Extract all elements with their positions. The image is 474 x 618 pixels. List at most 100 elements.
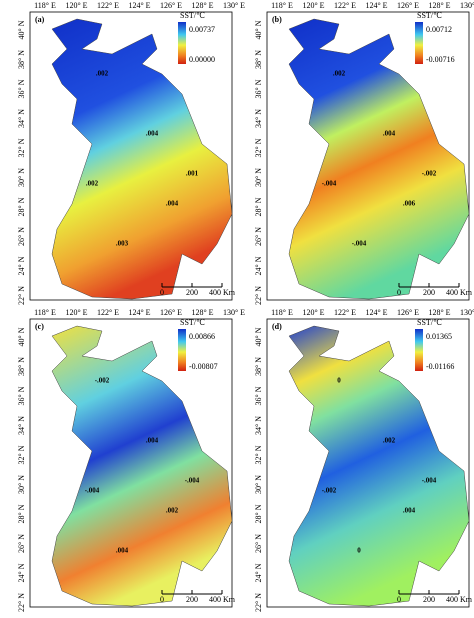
contour-label: .004	[403, 507, 416, 515]
legend-max: 0.00712	[426, 25, 452, 34]
contour-label: -.004	[85, 487, 100, 495]
lat-tick-label: 22° N	[254, 593, 263, 612]
lon-tick-label: 118° E	[34, 1, 56, 10]
lat-tick-label: 32° N	[17, 445, 26, 464]
colorbar	[415, 22, 423, 64]
map-panel: -.002 .004 -.004 .002 .004 -.004 118° E 120° E 1…	[17, 308, 245, 612]
map-area: .002 .004 .002 .004 .003 .001	[51, 18, 233, 300]
legend-max: 0.01365	[426, 332, 452, 341]
legend-title: SST/℃	[180, 11, 205, 20]
lon-tick-label: 118° E	[271, 1, 293, 10]
lon-tick-label: 128° E	[428, 1, 450, 10]
contour-label: .002	[86, 180, 99, 188]
contour-label: .004	[383, 130, 396, 138]
lat-tick-label: 26° N	[254, 534, 263, 553]
lon-tick-label: 120° E	[302, 308, 324, 317]
colorbar	[178, 329, 186, 371]
lat-tick-label: 34° N	[17, 109, 26, 128]
lat-tick-label: 34° N	[254, 416, 263, 435]
lat-tick-label: 38° N	[17, 357, 26, 376]
sea-field	[51, 18, 233, 300]
scale-label: 400 Km	[209, 288, 236, 297]
contour-label: .003	[116, 240, 129, 248]
lon-tick-label: 130° E	[223, 308, 245, 317]
lat-tick-label: 34° N	[17, 416, 26, 435]
colorbar	[178, 22, 186, 64]
contour-label: -.002	[422, 170, 437, 178]
lon-tick-label: 126° E	[160, 308, 182, 317]
scale-label: 200	[423, 288, 435, 297]
legend-max: 0.00737	[189, 25, 215, 34]
lon-tick-label: 128° E	[191, 1, 213, 10]
lat-tick-label: 36° N	[254, 79, 263, 98]
scale-label: 400 Km	[446, 288, 473, 297]
scale-label: 400 Km	[446, 595, 473, 604]
lat-tick-label: 38° N	[254, 357, 263, 376]
lon-tick-label: 118° E	[271, 308, 293, 317]
sea-field	[288, 18, 470, 300]
contour-label: -.002	[322, 487, 337, 495]
lon-tick-label: 124° E	[365, 1, 387, 10]
colorbar	[415, 329, 423, 371]
lat-tick-label: 40° N	[17, 20, 26, 39]
lon-tick-label: 130° E	[223, 1, 245, 10]
contour-label: -.004	[322, 180, 337, 188]
legend-max: 0.00866	[189, 332, 215, 341]
lon-tick-label: 126° E	[160, 1, 182, 10]
contour-label: .002	[333, 70, 346, 78]
legend-min: 0.00000	[189, 55, 215, 64]
scale-label: 0	[397, 595, 401, 604]
lat-tick-label: 24° N	[254, 563, 263, 582]
legend-min: -0.00807	[189, 362, 218, 371]
lon-tick-label: 128° E	[428, 308, 450, 317]
panel-label: (d)	[272, 322, 282, 331]
map-area: .002 .004 -.004 .006 -.004 -.002	[288, 18, 470, 300]
lon-tick-label: 120° E	[302, 1, 324, 10]
lat-tick-label: 32° N	[254, 138, 263, 157]
lon-tick-label: 122° E	[334, 1, 356, 10]
legend-min: -0.01166	[426, 362, 454, 371]
lat-tick-label: 30° N	[17, 168, 26, 187]
lon-tick-label: 122° E	[97, 1, 119, 10]
lat-tick-label: 30° N	[17, 475, 26, 494]
lat-tick-label: 38° N	[17, 50, 26, 69]
lon-tick-label: 128° E	[191, 308, 213, 317]
lon-tick-label: 120° E	[65, 1, 87, 10]
scale-label: 200	[186, 595, 198, 604]
contour-label: .004	[116, 547, 129, 555]
lon-tick-label: 124° E	[128, 1, 150, 10]
lon-tick-label: 122° E	[334, 308, 356, 317]
lat-tick-label: 32° N	[254, 445, 263, 464]
lat-tick-label: 30° N	[254, 168, 263, 187]
scale-label: 200	[186, 288, 198, 297]
contour-label: .002	[383, 437, 396, 445]
sea-field	[288, 325, 470, 607]
lat-tick-label: 24° N	[17, 256, 26, 275]
lon-tick-label: 126° E	[397, 1, 419, 10]
contour-label: -.004	[185, 477, 200, 485]
lat-tick-label: 24° N	[17, 563, 26, 582]
scale-label: 400 Km	[209, 595, 236, 604]
lat-tick-label: 36° N	[254, 386, 263, 405]
contour-label: -.004	[352, 240, 367, 248]
lat-tick-label: 24° N	[254, 256, 263, 275]
lon-tick-label: 130° E	[460, 308, 474, 317]
lat-tick-label: 40° N	[17, 327, 26, 346]
lon-tick-label: 124° E	[365, 308, 387, 317]
legend-min: -0.00716	[426, 55, 455, 64]
lat-tick-label: 28° N	[254, 504, 263, 523]
contour-label: .002	[166, 507, 179, 515]
lon-tick-label: 120° E	[65, 308, 87, 317]
lat-tick-label: 40° N	[254, 327, 263, 346]
panel-label: (b)	[272, 15, 282, 24]
lat-tick-label: 38° N	[254, 50, 263, 69]
contour-label: -.002	[95, 377, 110, 385]
lat-tick-label: 34° N	[254, 109, 263, 128]
scale-label: 0	[160, 288, 164, 297]
contour-label: -.004	[422, 477, 437, 485]
contour-label: .002	[96, 70, 109, 78]
map-panel: .002 .004 .002 .004 .003 .001 118° E 120° E 122°…	[17, 1, 245, 305]
lat-tick-label: 26° N	[17, 534, 26, 553]
contour-label: .001	[186, 170, 199, 178]
